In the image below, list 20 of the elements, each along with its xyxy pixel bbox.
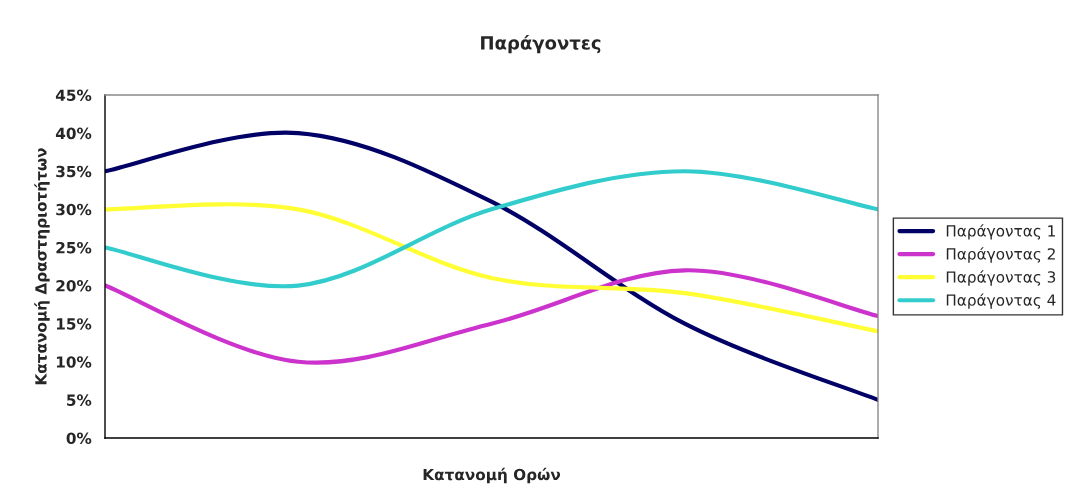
y-axis-title: Κατανομή Δραστηριοτήτων (34, 148, 50, 385)
y-tick-label: 5% (67, 394, 92, 406)
y-tick-label: 15% (56, 318, 92, 330)
line-series (105, 130, 878, 402)
y-tick-label: 20% (56, 280, 92, 292)
legend-label: Παράγοντας 1 (946, 224, 1055, 240)
legend-label: Παράγοντας 2 (946, 247, 1055, 263)
x-axis-title: Κατανομή Ορών (423, 467, 561, 484)
legend-label: Παράγοντας 3 (946, 270, 1056, 286)
y-tick-label: 45% (55, 89, 92, 102)
y-tick-label: 35% (56, 165, 92, 178)
y-tick-label: 40% (55, 127, 92, 140)
line-series (105, 169, 878, 289)
line-series (105, 268, 878, 365)
chart-title: Παράγοντες (481, 35, 601, 54)
y-tick-label: 10% (56, 356, 92, 368)
y-tick-label: 25% (56, 241, 92, 254)
y-tick-label: 30% (56, 203, 92, 216)
legend-label: Παράγοντας 4 (946, 293, 1056, 309)
y-tick-label: 0% (66, 432, 92, 445)
